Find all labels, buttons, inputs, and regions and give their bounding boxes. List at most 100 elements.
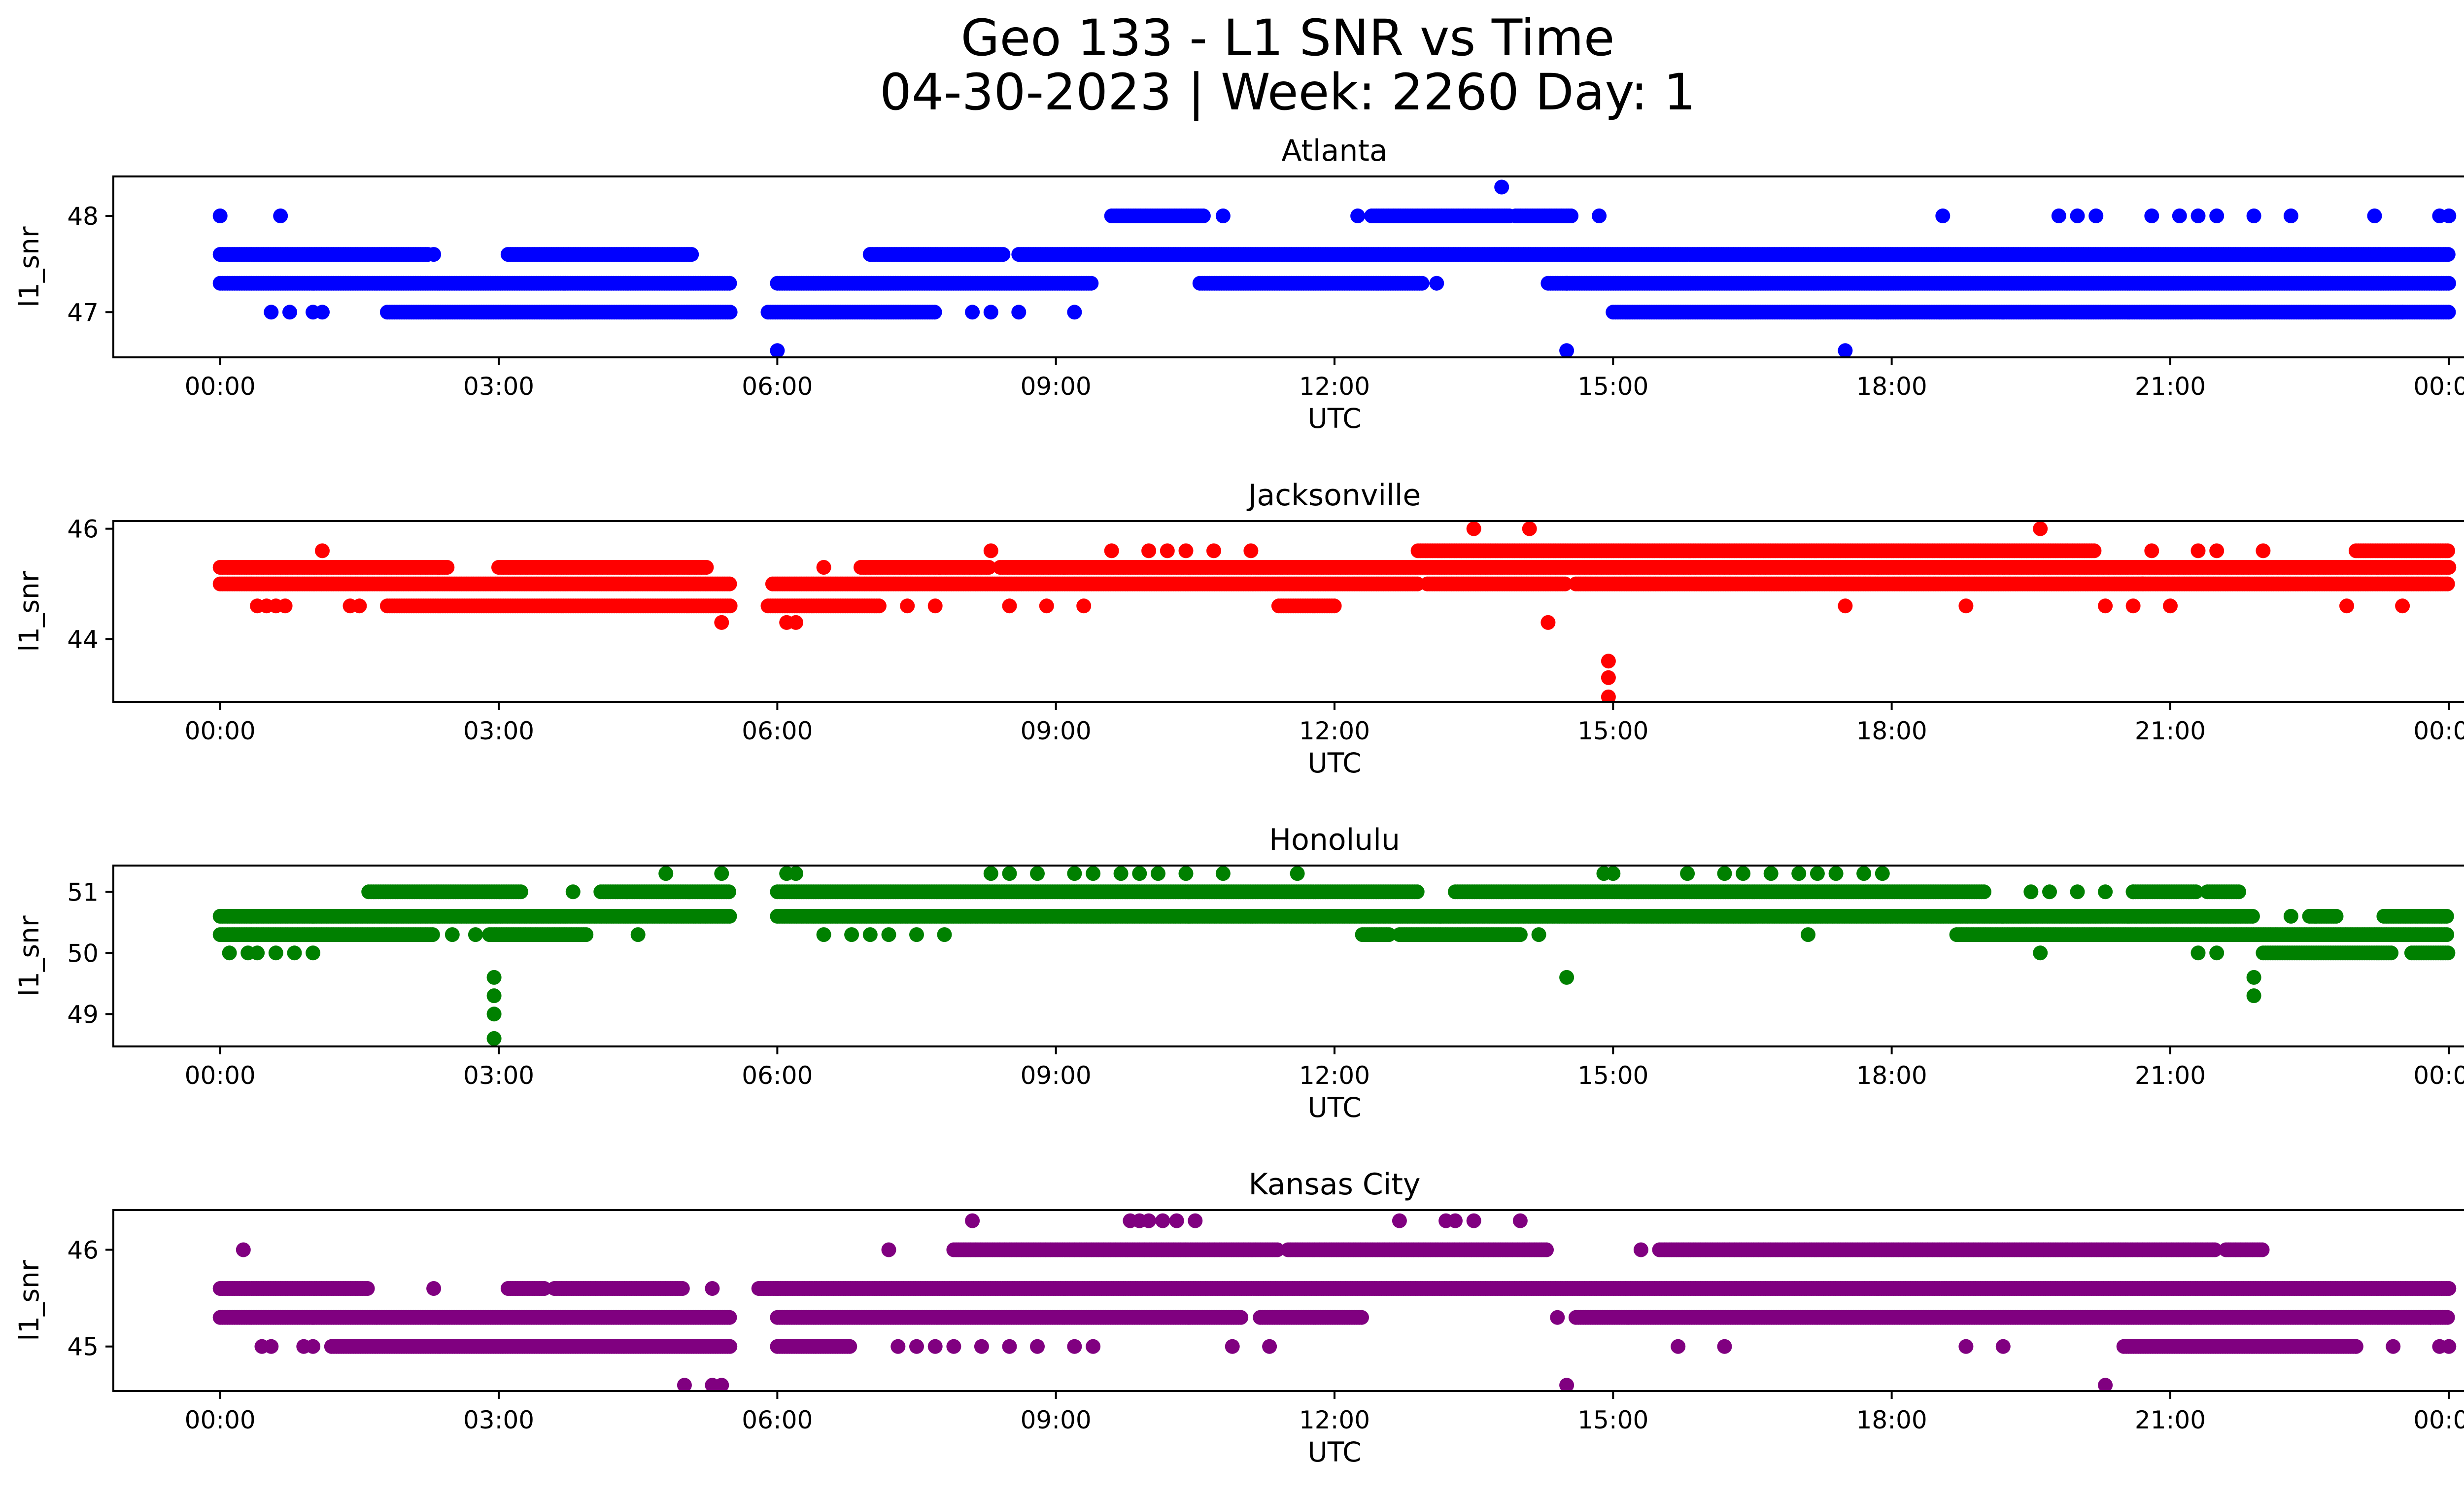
figure-title-line1: Geo 133 - L1 SNR vs Time xyxy=(961,9,1615,68)
x-tick-label: 06:00 xyxy=(742,717,813,745)
data-point xyxy=(2440,543,2455,558)
data-point xyxy=(1601,670,1616,685)
data-point xyxy=(722,598,738,614)
subplot-title: Jacksonville xyxy=(1246,478,1421,513)
data-point xyxy=(273,209,288,223)
data-point xyxy=(1178,543,1194,558)
data-point xyxy=(981,560,996,575)
data-point xyxy=(315,305,330,320)
subplot-panels: Atlanta 00:00 03:00 06:00 09:00 12:00 15:00 18:… xyxy=(13,134,2464,1468)
data-point xyxy=(722,305,738,320)
data-point xyxy=(282,305,297,320)
data-point xyxy=(1215,209,1231,223)
data-point xyxy=(2246,209,2261,223)
figure-title-line2: 04-30-2023 | Week: 2260 Day: 1 xyxy=(880,63,1696,122)
data-point xyxy=(1104,543,1119,558)
data-point xyxy=(927,598,943,614)
data-point xyxy=(1011,305,1027,320)
data-point xyxy=(2087,543,2102,558)
data-point xyxy=(2209,543,2224,558)
data-point xyxy=(2283,209,2298,223)
subplot-jacksonville: Jacksonville 00:00 03:00 06:00 09:00 12:00 15:… xyxy=(13,478,2464,779)
data-point xyxy=(900,598,915,614)
data-point xyxy=(871,598,887,614)
data-point xyxy=(1559,343,1574,357)
data-point xyxy=(1601,689,1616,702)
x-axis-label: UTC xyxy=(1307,747,1361,779)
data-point xyxy=(1414,276,1430,291)
data-point xyxy=(1935,209,1951,223)
data-point xyxy=(2033,521,2048,536)
data-point xyxy=(2441,560,2457,575)
x-tick-label: 12:00 xyxy=(1299,372,1370,401)
data-point xyxy=(1466,521,1481,536)
data-point xyxy=(2441,276,2456,291)
data-point xyxy=(1592,209,1607,223)
subplot-title: Atlanta xyxy=(1281,134,1387,168)
x-tick-label: 00:00 xyxy=(2413,372,2464,401)
data-point xyxy=(2440,576,2455,591)
x-tick-label: 00:00 xyxy=(185,717,256,745)
data-point xyxy=(1243,543,1259,558)
data-point xyxy=(440,560,455,575)
data-point xyxy=(1522,521,1537,536)
data-point xyxy=(2144,209,2159,223)
data-point xyxy=(2367,209,2382,223)
data-point xyxy=(714,615,729,630)
data-point xyxy=(2135,576,2150,591)
data-point xyxy=(2088,209,2104,223)
y-tick-label: 48 xyxy=(67,202,99,231)
x-tick-label: 12:00 xyxy=(1299,717,1370,745)
x-tick-label: 00:00 xyxy=(2413,717,2464,745)
data-point xyxy=(1039,598,1054,614)
data-point xyxy=(995,247,1011,262)
data-point xyxy=(1838,343,1853,357)
y-axis-label: l1_snr xyxy=(13,226,45,307)
x-tick-label: 18:00 xyxy=(1856,372,1927,401)
data-point xyxy=(1206,543,1221,558)
data-point xyxy=(788,615,803,630)
data-point xyxy=(2441,209,2457,223)
data-point xyxy=(2209,209,2224,223)
data-points xyxy=(212,179,2457,357)
data-point xyxy=(1559,276,1574,291)
data-point xyxy=(684,247,699,262)
x-tick-label: 03:00 xyxy=(463,717,534,745)
data-point xyxy=(1067,305,1082,320)
x-tick-label: 06:00 xyxy=(742,372,813,401)
data-point xyxy=(1002,598,1017,614)
y-axis-label: l1_snr xyxy=(13,571,45,652)
axes-frame xyxy=(112,175,2464,358)
data-point xyxy=(722,908,737,924)
data-point xyxy=(277,598,293,614)
data-point xyxy=(983,305,998,320)
x-tick-label: 18:00 xyxy=(1856,717,1927,745)
data-point xyxy=(2144,543,2159,558)
data-point xyxy=(1958,598,1974,614)
data-point xyxy=(699,560,714,575)
data-point xyxy=(2051,209,2066,223)
data-point xyxy=(2395,305,2410,320)
data-point xyxy=(2172,209,2187,223)
data-point xyxy=(2441,305,2456,320)
data-point xyxy=(1557,576,1573,591)
data-point xyxy=(1141,543,1157,558)
data-point xyxy=(1601,654,1616,669)
data-point xyxy=(1327,598,1342,614)
data-point xyxy=(1429,276,1444,291)
data-point xyxy=(426,247,442,262)
data-point xyxy=(352,598,367,614)
data-point xyxy=(2190,209,2206,223)
x-tick-label: 15:00 xyxy=(1577,717,1648,745)
data-point xyxy=(2070,209,2085,223)
x-tick-label: 15:00 xyxy=(1577,372,1648,401)
data-points xyxy=(212,521,2457,702)
data-point xyxy=(2098,598,2113,614)
data-point xyxy=(315,543,330,558)
data-point xyxy=(722,576,737,591)
x-tick-label: 09:00 xyxy=(1021,372,1092,401)
data-point xyxy=(965,305,980,320)
x-tick-label: 09:00 xyxy=(1021,717,1092,745)
